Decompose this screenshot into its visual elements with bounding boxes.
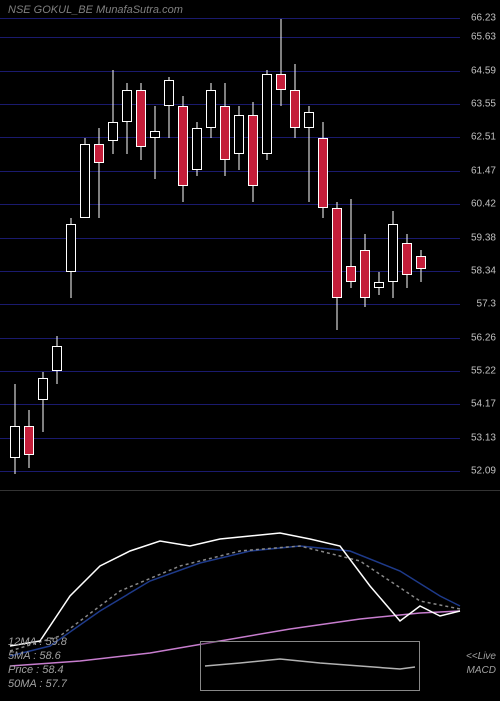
macd-panel: 12MA : 59.8 5MA : 58.6 Price : 58.4 50MA… [0,490,500,700]
y-tick-label: 56.26 [471,332,496,343]
ma50-value: 57.7 [46,678,67,690]
chart-container: NSE GOKUL_BE MunafaSutra.com 52.0953.135… [0,0,500,700]
y-tick-label: 65.63 [471,32,496,43]
y-tick-label: 63.55 [471,99,496,110]
gridline [0,71,460,72]
gridline [0,204,460,205]
macd-line [10,546,460,656]
gridline [0,371,460,372]
y-tick-label: 59.38 [471,232,496,243]
gridline [0,171,460,172]
macd-inset [200,641,420,691]
macd-line [10,533,460,646]
gridline [0,438,460,439]
price-info: Price : 58.4 [8,664,64,676]
y-tick-label: 58.34 [471,265,496,276]
macd-line [10,546,460,651]
live-label: <<Live [466,651,496,662]
gridline [0,18,460,19]
ma5-label: 5MA : [8,650,36,662]
ma12-value: 59.8 [46,636,67,648]
ma50-info: 50MA : 57.7 [8,678,67,690]
gridline [0,37,460,38]
y-tick-label: 52.09 [471,466,496,477]
ma5-value: 58.6 [39,650,60,662]
ma12-info: 12MA : 59.8 [8,636,67,648]
ma12-label: 12MA : [8,636,42,648]
price-label: Price : [8,664,39,676]
y-tick-label: 64.59 [471,65,496,76]
gridline [0,338,460,339]
y-tick-label: 62.51 [471,132,496,143]
y-tick-label: 60.42 [471,199,496,210]
y-tick-label: 54.17 [471,399,496,410]
price-value: 58.4 [42,664,63,676]
gridline [0,471,460,472]
price-panel [0,0,460,490]
gridline [0,404,460,405]
gridline [0,304,460,305]
y-tick-label: 55.22 [471,365,496,376]
y-tick-label: 57.3 [477,299,496,310]
y-tick-label: 53.13 [471,432,496,443]
y-axis: 52.09 53.13 54.17 55.22 56.26 57.3 58.34 59.38 6… [460,0,500,490]
ma50-label: 50MA : [8,678,42,690]
macd-label: MACD [467,665,496,676]
y-tick-label: 61.47 [471,165,496,176]
ma5-info: 5MA : 58.6 [8,650,61,662]
gridline [0,137,460,138]
y-tick-label: 66.23 [471,13,496,24]
chart-title: NSE GOKUL_BE MunafaSutra.com [8,4,183,16]
gridline [0,104,460,105]
